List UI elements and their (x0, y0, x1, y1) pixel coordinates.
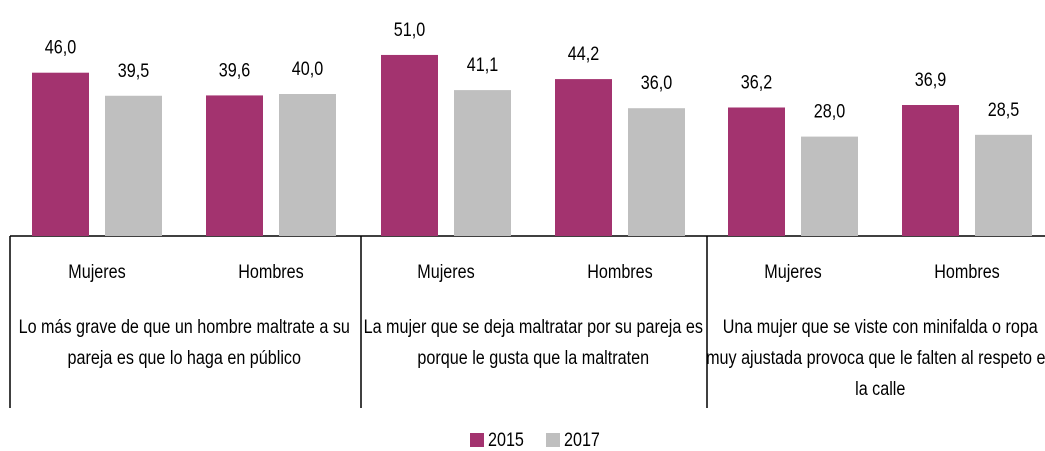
bar (206, 95, 263, 236)
x-tick-label: Mujeres (417, 261, 475, 283)
value-label: 36,2 (741, 71, 772, 93)
bar (801, 136, 858, 236)
legend-swatch (546, 433, 560, 447)
group-label: Lo más grave de que un hombre maltrate a… (18, 317, 350, 369)
x-tick-label: Hombres (934, 261, 1000, 283)
group-label: Una mujer que se viste con minifalda o r… (706, 317, 1045, 400)
x-tick-label: Mujeres (764, 261, 822, 283)
bar (555, 79, 612, 236)
value-label: 40,0 (292, 58, 324, 80)
bar (381, 54, 438, 237)
value-label: 28,5 (988, 99, 1020, 121)
legend-label: 2015 (488, 429, 524, 451)
x-tick-label: Hombres (587, 261, 653, 283)
value-label: 44,2 (568, 43, 599, 65)
bar (32, 72, 89, 236)
x-tick-label: Hombres (238, 261, 304, 283)
value-label: 41,1 (467, 54, 498, 76)
x-tick-label: Mujeres (68, 261, 126, 283)
value-label: 51,0 (394, 19, 426, 41)
value-label: 36,0 (641, 72, 673, 94)
value-label: 46,0 (45, 36, 77, 58)
group-label: La mujer que se deja maltratar por su pa… (363, 317, 703, 369)
bar (975, 134, 1032, 236)
legend-label: 2017 (564, 429, 600, 451)
legend-swatch (470, 433, 484, 447)
bar (628, 108, 685, 236)
bar (728, 107, 785, 237)
bar (454, 90, 511, 236)
bar (105, 95, 162, 237)
bar (902, 105, 959, 236)
value-label: 36,9 (915, 69, 946, 91)
bar (279, 94, 336, 236)
value-label: 28,0 (814, 100, 846, 122)
value-label: 39,6 (219, 59, 251, 81)
value-label: 39,5 (118, 60, 150, 82)
